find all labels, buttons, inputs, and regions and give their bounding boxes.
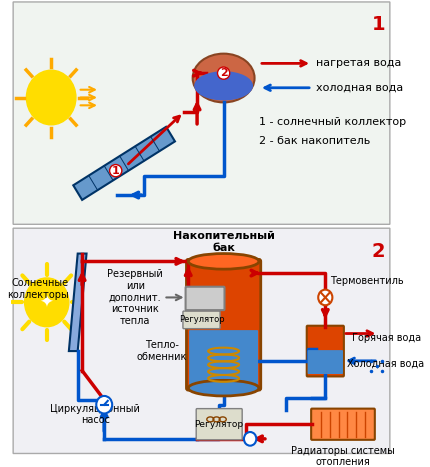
Text: Регулятор: Регулятор bbox=[195, 420, 244, 429]
FancyBboxPatch shape bbox=[307, 350, 343, 374]
FancyBboxPatch shape bbox=[311, 409, 375, 440]
FancyBboxPatch shape bbox=[183, 311, 220, 329]
Text: ✦: ✦ bbox=[40, 293, 54, 311]
Text: Радиаторы системы
отопления: Радиаторы системы отопления bbox=[291, 446, 395, 467]
Text: 2: 2 bbox=[372, 242, 385, 261]
Text: Накопительный
бак: Накопительный бак bbox=[173, 231, 274, 253]
Ellipse shape bbox=[194, 71, 253, 100]
FancyBboxPatch shape bbox=[13, 2, 390, 224]
Text: Горячая вода: Горячая вода bbox=[352, 333, 421, 343]
Ellipse shape bbox=[188, 380, 259, 396]
Circle shape bbox=[96, 396, 112, 413]
Text: Резервный
или
дополнит.
источник
тепла: Резервный или дополнит. источник тепла bbox=[108, 269, 163, 325]
Ellipse shape bbox=[188, 254, 259, 269]
Text: нагретая вода: нагретая вода bbox=[316, 58, 402, 68]
Text: холодная вода: холодная вода bbox=[316, 83, 404, 93]
Text: Термовентиль: Термовентиль bbox=[330, 276, 403, 286]
FancyBboxPatch shape bbox=[187, 259, 261, 390]
Text: 1: 1 bbox=[112, 166, 120, 176]
Polygon shape bbox=[69, 254, 86, 351]
Polygon shape bbox=[73, 127, 175, 200]
Text: Солнечные
коллекторы: Солнечные коллекторы bbox=[7, 278, 69, 299]
Text: Регулятор: Регулятор bbox=[179, 315, 224, 325]
Circle shape bbox=[26, 70, 76, 125]
FancyBboxPatch shape bbox=[13, 228, 390, 453]
FancyBboxPatch shape bbox=[196, 409, 242, 440]
Circle shape bbox=[244, 432, 256, 446]
FancyBboxPatch shape bbox=[186, 287, 224, 310]
Text: 2: 2 bbox=[220, 68, 227, 78]
FancyBboxPatch shape bbox=[307, 325, 344, 376]
Text: 2 - бак накопитель: 2 - бак накопитель bbox=[259, 136, 370, 147]
Text: 1: 1 bbox=[372, 14, 385, 34]
Circle shape bbox=[25, 278, 69, 327]
Text: Холодная вода: Холодная вода bbox=[347, 359, 424, 369]
Circle shape bbox=[318, 290, 332, 305]
Text: Циркуляционный
насос: Циркуляционный насос bbox=[50, 403, 140, 425]
Text: 1 - солнечный коллектор: 1 - солнечный коллектор bbox=[259, 117, 406, 127]
Ellipse shape bbox=[193, 54, 255, 102]
FancyBboxPatch shape bbox=[189, 330, 258, 385]
Text: Тепло-
обменник: Тепло- обменник bbox=[136, 340, 187, 362]
